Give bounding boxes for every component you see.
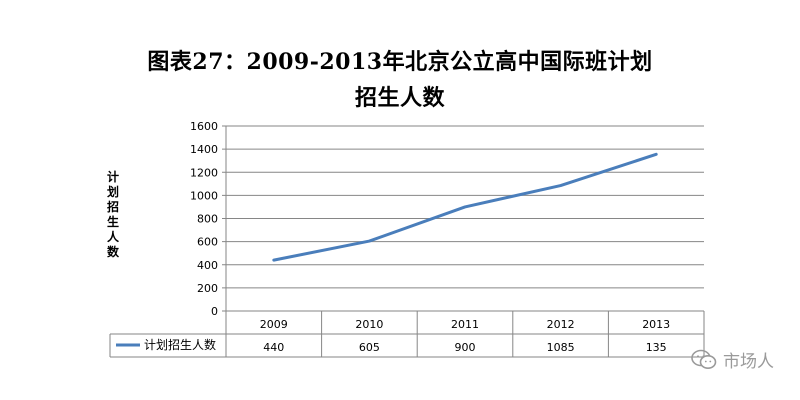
chart-title: 图表27：2009-2013年北京公立高中国际班计划: [147, 49, 653, 75]
table-value: 1085: [547, 341, 575, 354]
y-tick-label: 1600: [190, 120, 218, 133]
y-tick-label: 200: [197, 282, 218, 295]
x-category-label: 2010: [355, 318, 383, 331]
y-tick-label: 800: [197, 213, 218, 226]
y-axis-label: 计划招生人数: [106, 170, 119, 259]
x-category-label: 2009: [260, 318, 288, 331]
table-value: 605: [359, 341, 380, 354]
x-category-label: 2011: [451, 318, 479, 331]
series-line: [272, 152, 658, 262]
y-tick-label: 1000: [190, 189, 218, 202]
watermark: 市场人: [691, 347, 774, 372]
wechat-icon: [691, 349, 717, 369]
x-category-label: 2012: [547, 318, 575, 331]
legend-label: 计划招生人数: [144, 337, 216, 352]
y-tick-label: 400: [197, 259, 218, 272]
table-value: 900: [455, 341, 476, 354]
watermark-text: 市场人: [723, 352, 774, 372]
table-value: 135: [646, 341, 667, 354]
y-tick-label: 1400: [190, 143, 218, 156]
x-category-label: 2013: [642, 318, 670, 331]
chart-title-line2: 招生人数: [354, 85, 445, 111]
table-value: 440: [263, 341, 284, 354]
y-tick-label: 0: [211, 305, 218, 318]
y-tick-label: 1200: [190, 166, 218, 179]
y-tick-label: 600: [197, 236, 218, 249]
